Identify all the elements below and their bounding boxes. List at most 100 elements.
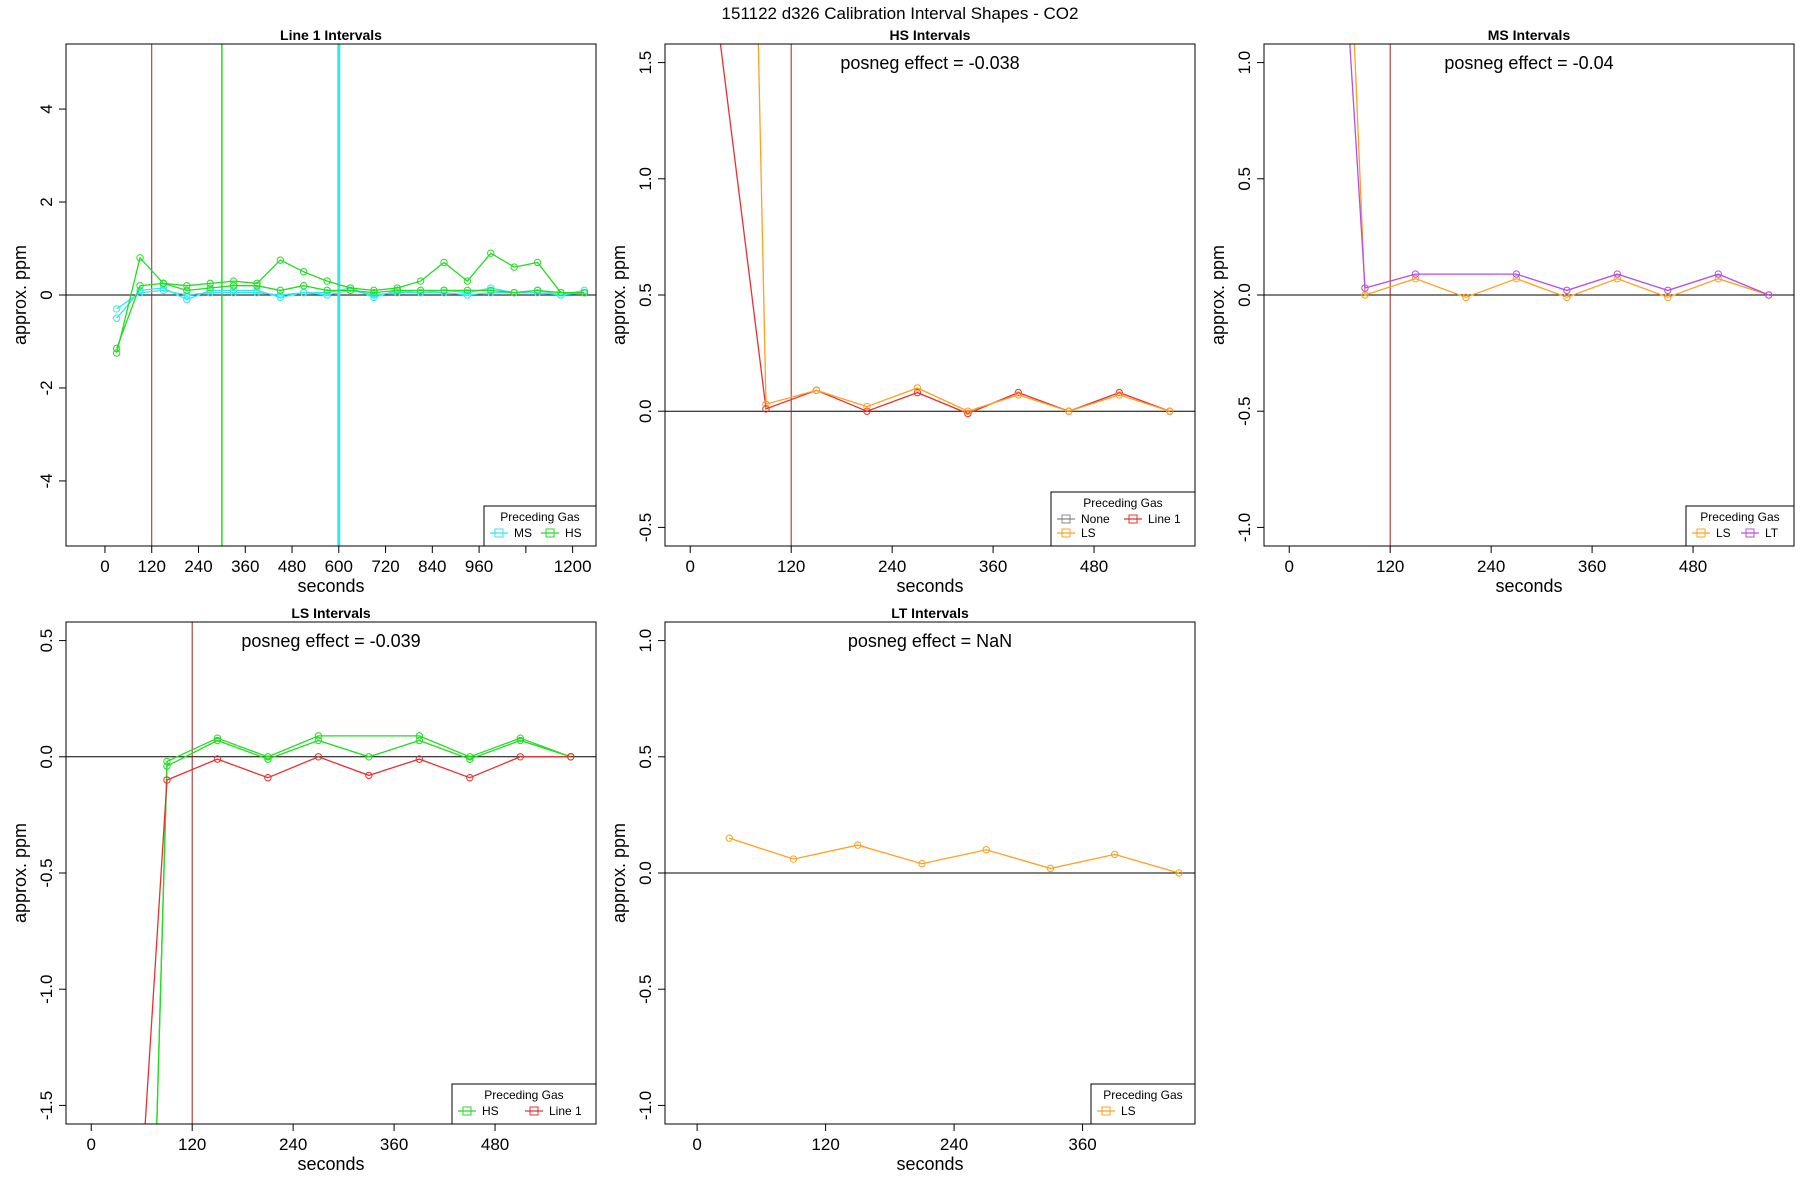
- data-point: [1664, 286, 1672, 295]
- data-point: [913, 388, 922, 397]
- data-point: [533, 288, 542, 297]
- data-point: [1014, 391, 1023, 399]
- y-axis-label: approx. ppm: [1208, 245, 1228, 345]
- data-point: [982, 846, 990, 854]
- x-tick-label: 120: [777, 557, 805, 576]
- data-point: [276, 286, 285, 295]
- x-tick-label: 360: [979, 557, 1007, 576]
- plot-area: [665, 44, 1195, 546]
- data-point: [314, 736, 323, 745]
- data-point: [253, 288, 261, 297]
- x-tick-label: 120: [138, 557, 166, 576]
- data-point: [1361, 284, 1369, 292]
- data-point: [393, 284, 401, 292]
- data-point: [1462, 293, 1470, 302]
- panel-title: LS Intervals: [291, 605, 371, 621]
- data-point: [1512, 275, 1521, 283]
- y-tick-label: 0.0: [1235, 283, 1254, 307]
- data-point: [159, 284, 168, 292]
- data-point: [213, 755, 222, 763]
- data-point: [762, 405, 770, 413]
- plot-area: [665, 834, 1195, 877]
- data-point: [1065, 407, 1073, 415]
- panel-title: HS Intervals: [890, 27, 971, 43]
- data-point: [964, 407, 972, 415]
- data-point: [370, 291, 378, 299]
- panel-1: HS Intervals 0 120 240 360 480 -0.5 0.0 0.5 1.0 1.…: [609, 27, 1196, 596]
- data-point: [213, 736, 222, 745]
- x-tick-label: 720: [371, 557, 399, 576]
- data-point: [183, 286, 191, 295]
- data-point: [183, 282, 191, 290]
- y-tick-label: 0.0: [37, 745, 56, 769]
- y-tick-label: 0.5: [636, 745, 655, 769]
- legend-entry: LT: [1765, 526, 1779, 540]
- data-point: [300, 282, 308, 290]
- data-point: [365, 753, 373, 761]
- legend: Preceding Gas HS Line 1: [451, 1083, 597, 1125]
- legend-entry: Line 1: [1148, 512, 1181, 526]
- data-point: [229, 288, 238, 297]
- x-tick-label: 120: [811, 1135, 839, 1154]
- plot-frame: [664, 43, 1196, 547]
- data-point: [466, 755, 474, 763]
- panel-2: MS Intervals 0 120 240 360 480 -1.0 -0.5 0.0 0.5 1…: [1208, 27, 1795, 596]
- data-point: [229, 286, 238, 295]
- y-axis-label: approx. ppm: [609, 245, 629, 345]
- data-point: [415, 736, 424, 745]
- series-line: [1349, 44, 1770, 296]
- data-point: [314, 732, 323, 740]
- legend-entry: HS: [565, 526, 582, 540]
- data-point: [1765, 291, 1773, 299]
- y-tick-label: 4: [37, 104, 56, 113]
- plot-frame: [1263, 43, 1795, 547]
- legend-entry: MS: [514, 526, 532, 540]
- series-line: [719, 44, 1171, 415]
- data-point: [253, 286, 261, 295]
- data-point: [863, 407, 871, 415]
- legend: Preceding Gas None Line 1 LS: [1050, 491, 1196, 547]
- data-point: [112, 305, 121, 313]
- data-point: [510, 288, 518, 297]
- data-point: [487, 288, 495, 297]
- data-point: [206, 279, 214, 288]
- data-point: [1512, 270, 1521, 278]
- y-tick-label: 0.5: [636, 283, 655, 307]
- data-point: [440, 286, 448, 295]
- x-tick-label: 360: [231, 557, 259, 576]
- data-point: [1613, 270, 1622, 278]
- series-line: [156, 735, 572, 1124]
- data-point: [323, 288, 331, 297]
- data-point: [463, 277, 472, 285]
- series-line: [116, 282, 585, 349]
- plot-frame: [65, 621, 597, 1125]
- legend-entry: Line 1: [549, 1104, 582, 1118]
- data-point: [789, 855, 798, 863]
- data-point: [533, 258, 542, 267]
- x-tick-label: 480: [1080, 557, 1108, 576]
- series-line: [1353, 44, 1769, 298]
- x-axis-label: seconds: [297, 1154, 364, 1174]
- plot-area: [66, 622, 596, 1124]
- plot-area: [1264, 44, 1794, 546]
- y-tick-label: 1.5: [636, 51, 655, 75]
- data-point: [1014, 388, 1023, 397]
- y-tick-label: -4: [37, 473, 56, 488]
- x-tick-label: 960: [465, 557, 493, 576]
- data-point: [264, 755, 272, 763]
- data-point: [112, 349, 121, 357]
- series-line: [757, 44, 1170, 412]
- data-point: [163, 757, 171, 766]
- data-point: [580, 288, 589, 297]
- data-point: [314, 753, 323, 761]
- y-tick-label: -1.0: [37, 975, 56, 1004]
- y-tick-label: -0.5: [1235, 397, 1254, 426]
- data-point: [206, 288, 214, 297]
- data-point: [300, 288, 308, 297]
- data-point: [183, 295, 191, 304]
- data-point: [323, 286, 331, 295]
- x-tick-label: 240: [279, 1135, 307, 1154]
- data-point: [253, 279, 261, 288]
- data-point: [370, 286, 378, 295]
- data-point: [112, 314, 121, 322]
